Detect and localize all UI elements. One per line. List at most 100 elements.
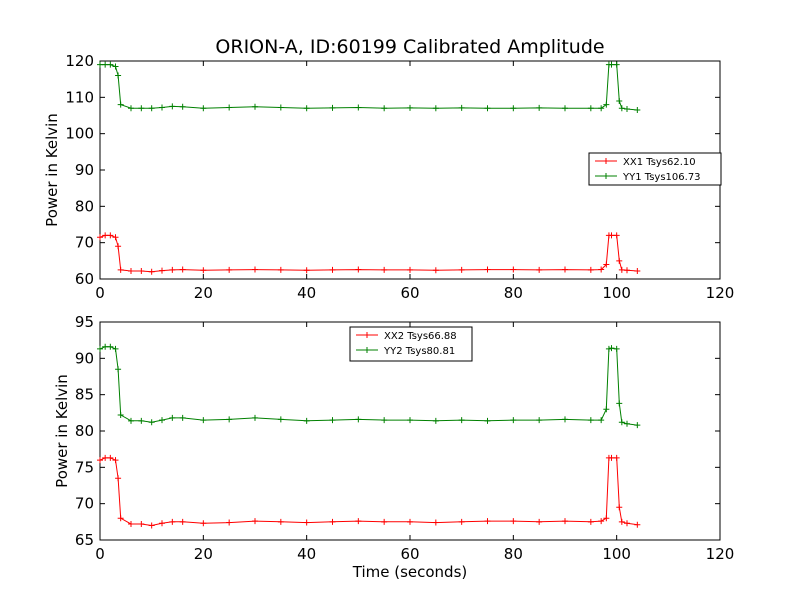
y-tick-label: 95 bbox=[75, 313, 94, 331]
data-point bbox=[562, 416, 568, 423]
data-point bbox=[252, 414, 258, 421]
x-tick-label: 100 bbox=[602, 284, 631, 302]
y-tick-label: 100 bbox=[65, 125, 94, 143]
data-point bbox=[128, 521, 134, 528]
data-point bbox=[329, 266, 336, 273]
data-point bbox=[458, 417, 465, 424]
legend: XX1 Tsys62.10 YY1 Tsys106.73 bbox=[588, 152, 722, 186]
data-point bbox=[407, 104, 413, 111]
data-point bbox=[432, 519, 439, 526]
data-point bbox=[381, 518, 388, 525]
data-point bbox=[97, 234, 103, 241]
data-point bbox=[613, 345, 620, 352]
data-point bbox=[226, 519, 233, 526]
data-point bbox=[381, 266, 388, 273]
data-point bbox=[277, 266, 284, 273]
data-point bbox=[329, 518, 336, 525]
data-point bbox=[148, 419, 155, 426]
data-point bbox=[128, 417, 134, 424]
data-point bbox=[303, 519, 310, 526]
x-tick-label: 60 bbox=[400, 545, 419, 563]
data-point bbox=[252, 266, 258, 273]
data-point bbox=[381, 417, 388, 424]
data-point bbox=[634, 521, 641, 528]
y-tick-label: 65 bbox=[75, 531, 94, 549]
data-point bbox=[624, 420, 630, 427]
data-point bbox=[598, 266, 605, 273]
x-tick-label: 100 bbox=[602, 545, 631, 563]
legend-label: XX1 Tsys62.10 bbox=[623, 157, 696, 168]
data-point bbox=[107, 343, 114, 350]
data-point bbox=[458, 266, 465, 273]
data-point bbox=[102, 61, 109, 68]
bottom-panel: 0 20 40 60 80 100 120 65 70 75 80 85 90 95 Power in Ke… bbox=[53, 313, 734, 563]
data-point bbox=[618, 419, 625, 426]
data-point bbox=[169, 103, 176, 110]
legend-label: YY2 Tsys80.81 bbox=[383, 346, 455, 357]
legend-label: YY1 Tsys106.73 bbox=[622, 172, 701, 183]
data-point bbox=[303, 105, 310, 112]
y-tick-label: 85 bbox=[75, 386, 94, 404]
data-point bbox=[598, 105, 605, 112]
data-point bbox=[634, 422, 641, 429]
y-tick-label: 90 bbox=[75, 161, 94, 179]
data-point bbox=[407, 417, 413, 424]
x-tick-label: 120 bbox=[706, 545, 735, 563]
data-point bbox=[484, 518, 491, 525]
data-point bbox=[112, 457, 119, 464]
data-point bbox=[608, 61, 615, 68]
data-point bbox=[608, 454, 615, 461]
x-tick-label: 80 bbox=[504, 545, 523, 563]
top-panel: 0 20 40 60 80 100 120 60 70 80 90 100 110 120 Power in… bbox=[43, 52, 734, 302]
data-point bbox=[159, 104, 165, 111]
data-point bbox=[329, 104, 336, 111]
x-tick-label: 80 bbox=[504, 284, 523, 302]
data-point bbox=[138, 521, 145, 528]
x-tick-label: 0 bbox=[95, 284, 105, 302]
data-point bbox=[432, 105, 439, 112]
data-point bbox=[381, 105, 388, 112]
data-point bbox=[179, 266, 186, 273]
data-point bbox=[355, 266, 362, 273]
data-point bbox=[159, 417, 165, 424]
data-point bbox=[608, 345, 615, 352]
legend-box bbox=[349, 326, 473, 362]
data-point bbox=[355, 518, 362, 525]
chart-title: ORION-A, ID:60199 Calibrated Amplitude bbox=[215, 36, 604, 58]
data-point bbox=[616, 97, 623, 104]
data-point bbox=[138, 105, 145, 112]
data-point bbox=[603, 101, 610, 108]
data-point bbox=[407, 518, 413, 525]
legend: XX2 Tsys66.88 YY2 Tsys80.81 bbox=[349, 326, 473, 362]
data-point bbox=[355, 416, 362, 423]
x-tick-label: 120 bbox=[706, 284, 735, 302]
data-point bbox=[562, 105, 568, 112]
data-point bbox=[510, 417, 517, 424]
data-point bbox=[97, 457, 103, 464]
data-point bbox=[138, 417, 145, 424]
series-0-0 bbox=[97, 232, 641, 275]
data-point bbox=[179, 518, 186, 525]
data-point bbox=[117, 101, 124, 108]
data-point bbox=[484, 417, 491, 424]
data-point bbox=[603, 515, 610, 522]
data-point bbox=[613, 61, 620, 68]
data-point bbox=[117, 266, 124, 273]
x-axis-label: Time (seconds) bbox=[352, 563, 468, 581]
data-point bbox=[277, 416, 284, 423]
data-point bbox=[598, 518, 605, 525]
data-point bbox=[169, 414, 176, 421]
data-point bbox=[102, 343, 109, 350]
data-point bbox=[562, 266, 568, 273]
series-1-1 bbox=[97, 343, 641, 429]
data-point bbox=[587, 417, 594, 424]
data-point bbox=[226, 104, 233, 111]
y-tick-label: 70 bbox=[75, 234, 94, 252]
data-point bbox=[613, 454, 620, 461]
data-point bbox=[128, 268, 134, 275]
data-point bbox=[107, 232, 114, 239]
data-point bbox=[117, 515, 124, 522]
x-tick-label: 40 bbox=[297, 545, 316, 563]
data-point bbox=[112, 234, 119, 241]
data-point bbox=[200, 417, 207, 424]
